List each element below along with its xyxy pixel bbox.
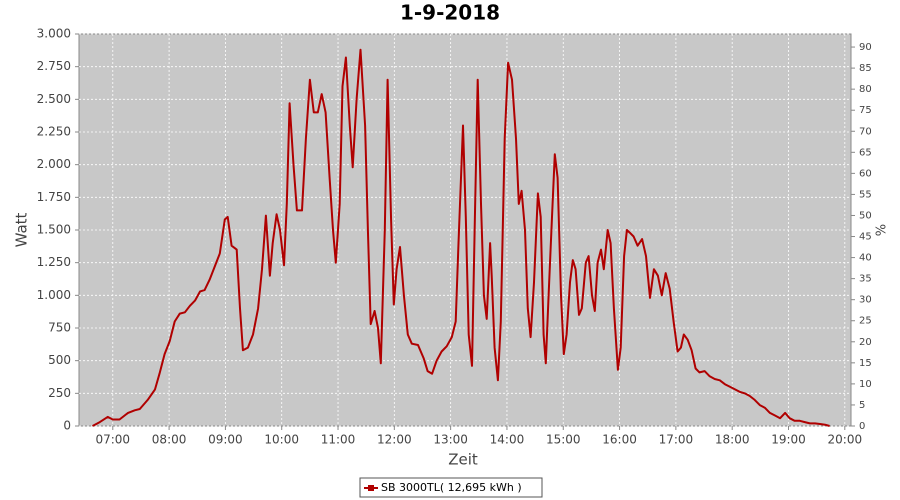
- x-axis-label: Zeit: [448, 451, 478, 469]
- x-tick-label: 14:00: [490, 433, 525, 447]
- y-tick-label: 250: [48, 386, 71, 400]
- y2-tick-label: 20: [859, 337, 872, 348]
- x-tick-label: 10:00: [264, 433, 299, 447]
- y2-tick-label: 70: [859, 126, 872, 137]
- y2-tick-label: 5: [859, 400, 865, 411]
- y2-tick-label: 0: [859, 421, 865, 432]
- x-tick-label: 15:00: [546, 433, 581, 447]
- x-tick-label: 19:00: [771, 433, 806, 447]
- x-tick-label: 20:00: [828, 433, 863, 447]
- x-tick-label: 11:00: [321, 433, 356, 447]
- y-tick-label: 1.750: [37, 190, 71, 204]
- chart-title: 1-9-2018: [400, 1, 500, 25]
- y2-axis-label: %: [875, 224, 890, 236]
- y-tick-label: 3.000: [37, 27, 71, 41]
- y2-tick-label: 35: [859, 274, 872, 285]
- y2-tick-label: 65: [859, 147, 872, 158]
- y-tick-label: 2.500: [37, 92, 71, 106]
- y2-tick-label: 25: [859, 316, 872, 327]
- x-tick-label: 12:00: [377, 433, 412, 447]
- y2-tick-label: 50: [859, 210, 872, 221]
- y2-tick-label: 75: [859, 105, 872, 116]
- legend-label: SB 3000TL( 12,695 kWh ): [381, 481, 522, 494]
- legend-box: [359, 477, 543, 498]
- y-tick-label: 0: [63, 419, 71, 433]
- x-tick-label: 07:00: [95, 433, 130, 447]
- y2-tick-label: 40: [859, 253, 872, 264]
- y-tick-label: 1.250: [37, 255, 71, 269]
- y-tick-label: 2.000: [37, 157, 71, 171]
- y2-tick-label: 10: [859, 379, 872, 390]
- y2-tick-label: 90: [859, 42, 872, 53]
- y-tick-label: 2.750: [37, 59, 71, 73]
- y2-tick-label: 55: [859, 189, 872, 200]
- y-tick-label: 1.500: [37, 223, 71, 237]
- y2-tick-label: 85: [859, 63, 872, 74]
- y2-tick-label: 80: [859, 84, 872, 95]
- y-axis-label: Watt: [13, 212, 31, 247]
- x-tick-label: 17:00: [659, 433, 694, 447]
- y-tick-label: 500: [48, 353, 71, 367]
- y2-tick-label: 15: [859, 358, 872, 369]
- legend-marker: [368, 485, 374, 491]
- y-tick-label: 1.000: [37, 288, 71, 302]
- x-tick-label: 13:00: [433, 433, 468, 447]
- x-tick-label: 16:00: [602, 433, 637, 447]
- data-line: [92, 48, 830, 427]
- y-tick-label: 2.250: [37, 125, 71, 139]
- x-tick-label: 08:00: [152, 433, 187, 447]
- y2-tick-label: 30: [859, 295, 872, 306]
- y2-tick-label: 45: [859, 232, 872, 243]
- x-tick-label: 18:00: [715, 433, 750, 447]
- y2-tick-label: 60: [859, 168, 872, 179]
- x-tick-label: 09:00: [208, 433, 243, 447]
- y-tick-label: 750: [48, 321, 71, 335]
